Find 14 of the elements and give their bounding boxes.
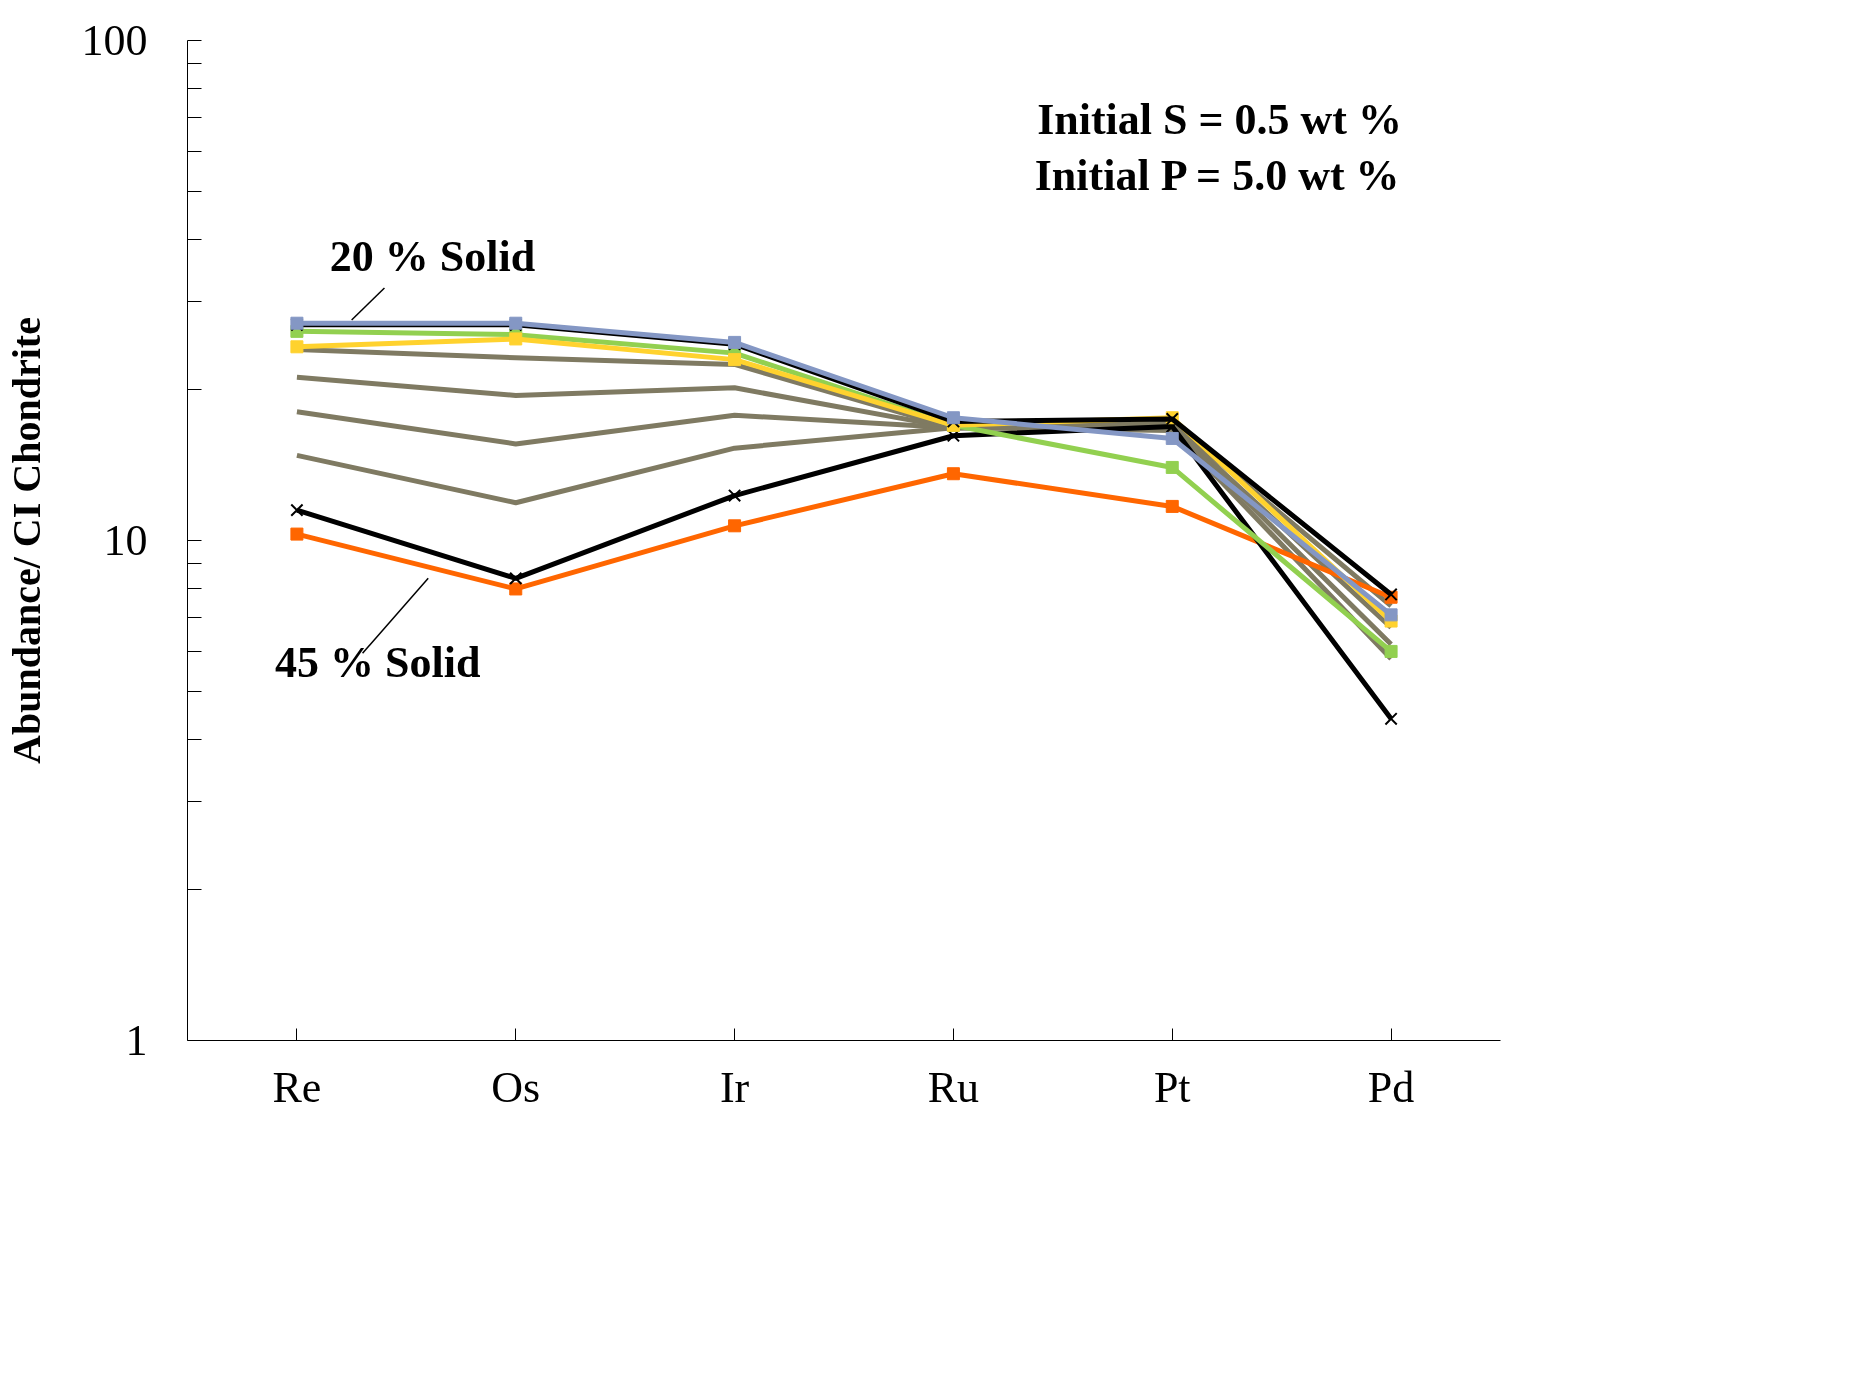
y-tick-label: 10 [103,516,148,565]
x-tick-label: Re [272,1062,322,1112]
y-tick-label: 100 [81,16,148,65]
annotation: Initial S = 0.5 wt % [1037,95,1403,145]
annotation: Initial P = 5.0 wt % [1034,150,1400,200]
y-axis-title: Abundance/ CI Chondrite [3,317,49,764]
x-tick-label: Ru [927,1062,980,1112]
annotation: 20 % Solid [329,232,536,282]
x-tick-label: Ir [719,1062,750,1112]
x-tick-label: Os [491,1062,541,1112]
x-tick-label: Pd [1367,1062,1415,1112]
annotation: 45 % Solid [275,637,481,687]
y-tick-label: 1 [125,1016,148,1065]
x-tick-label: Pt [1153,1062,1191,1112]
